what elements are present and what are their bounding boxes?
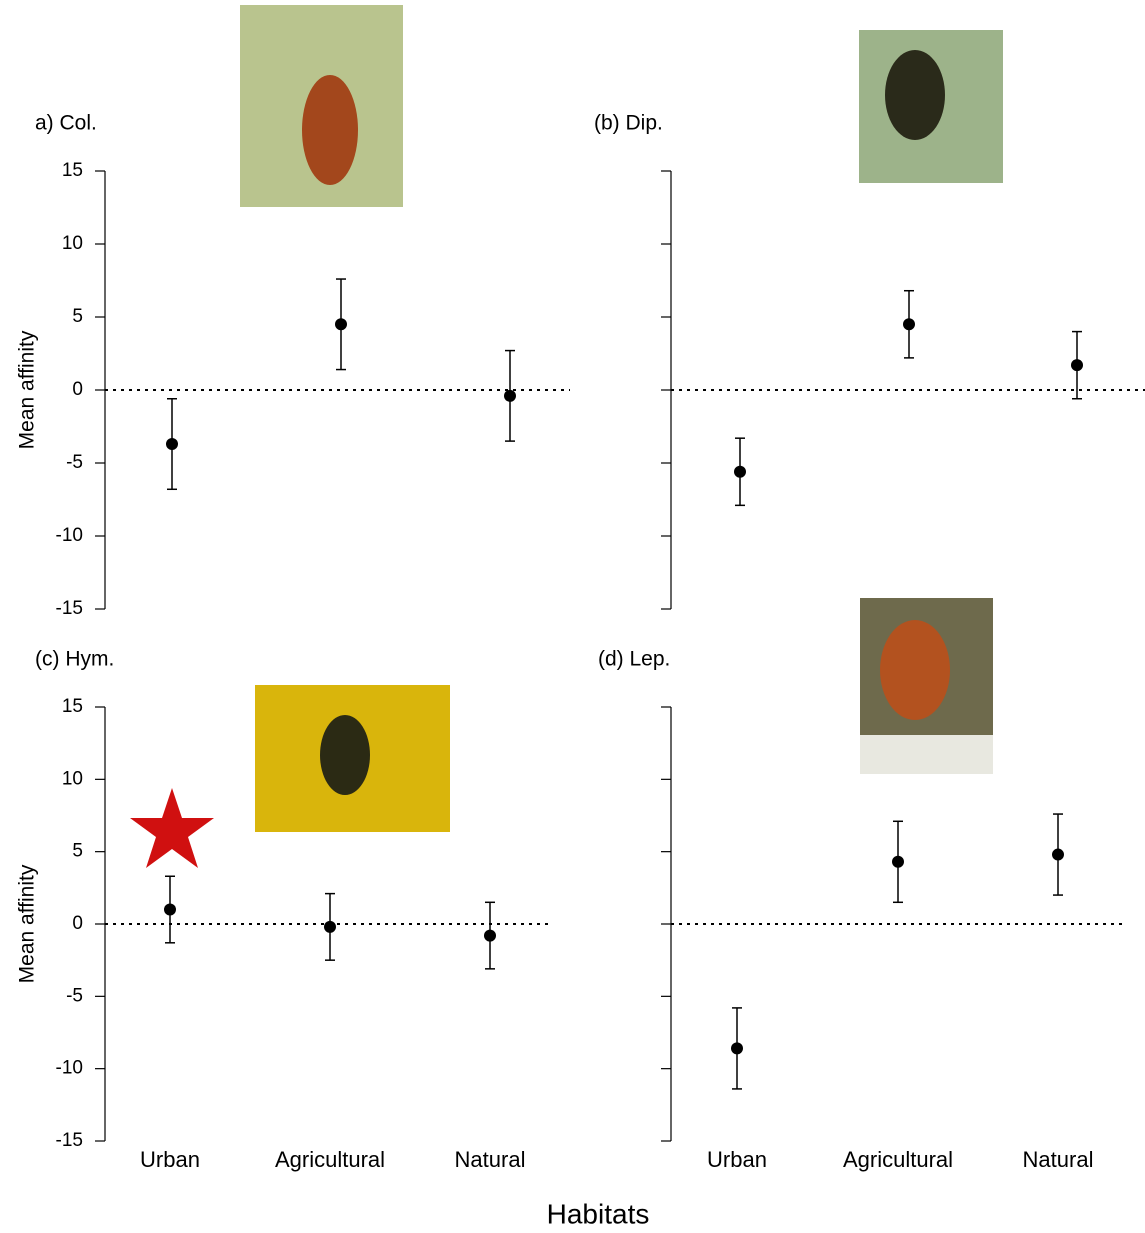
point bbox=[1071, 359, 1083, 372]
point bbox=[504, 389, 516, 402]
photo-fly-body bbox=[885, 50, 945, 140]
y-tick-label: -5 bbox=[66, 985, 83, 1006]
y-tick-label: 10 bbox=[62, 233, 83, 254]
y-tick-label: 0 bbox=[72, 913, 83, 934]
x-tick-label: Agricultural bbox=[275, 1147, 385, 1172]
y-tick-label: -15 bbox=[56, 1130, 83, 1151]
y-axis-label: Mean affinity bbox=[16, 864, 39, 983]
point bbox=[484, 929, 496, 942]
point bbox=[731, 1042, 743, 1055]
y-tick-label: 15 bbox=[62, 160, 83, 181]
photo-wasp-body bbox=[320, 715, 370, 795]
photo-butterfly-flowers bbox=[860, 735, 993, 774]
y-tick-label: 5 bbox=[72, 306, 83, 327]
x-tick-label: Agricultural bbox=[843, 1147, 953, 1172]
photo-beetle-body bbox=[302, 75, 358, 185]
y-tick-label: -10 bbox=[56, 1058, 83, 1079]
x-tick-label: Natural bbox=[1023, 1147, 1094, 1172]
x-tick-label: Urban bbox=[140, 1147, 200, 1172]
x-tick-label: Urban bbox=[707, 1147, 767, 1172]
photos bbox=[240, 5, 1003, 832]
point bbox=[1052, 848, 1064, 861]
point bbox=[164, 903, 176, 916]
panel-title: (b) Dip. bbox=[594, 112, 663, 135]
panel-title: (c) Hym. bbox=[35, 648, 114, 671]
y-tick-label: -15 bbox=[56, 598, 83, 619]
y-tick-label: 15 bbox=[62, 696, 83, 717]
y-tick-label: -5 bbox=[66, 452, 83, 473]
point bbox=[903, 318, 915, 331]
point bbox=[892, 855, 904, 868]
y-tick-label: 10 bbox=[62, 768, 83, 789]
y-tick-label: 5 bbox=[72, 841, 83, 862]
point bbox=[166, 438, 178, 451]
x-axis-label: Habitats bbox=[547, 1198, 650, 1229]
panel-title: (d) Lep. bbox=[598, 648, 670, 671]
y-axis-label: Mean affinity bbox=[16, 330, 39, 449]
photo-butterfly-wing bbox=[880, 620, 950, 720]
point bbox=[734, 465, 746, 478]
x-tick-label: Natural bbox=[455, 1147, 526, 1172]
star-annotation bbox=[130, 788, 214, 868]
y-tick-label: 0 bbox=[72, 379, 83, 400]
panel-title: a) Col. bbox=[35, 112, 97, 135]
point bbox=[324, 920, 336, 933]
point bbox=[335, 318, 347, 331]
y-tick-label: -10 bbox=[56, 525, 83, 546]
